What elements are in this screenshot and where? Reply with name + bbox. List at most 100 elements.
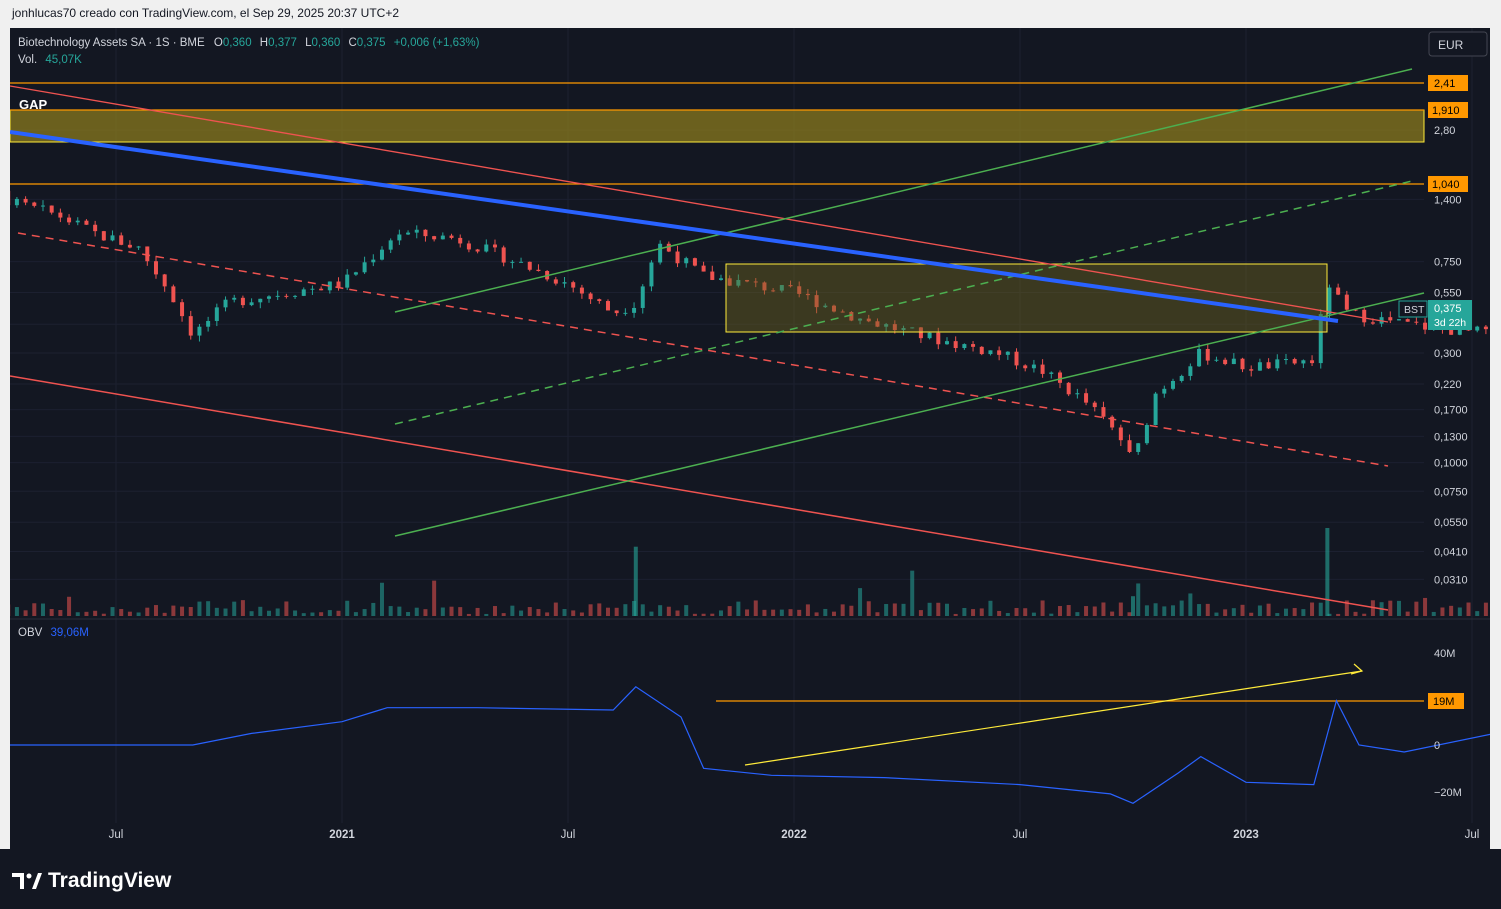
candle-body bbox=[1223, 359, 1228, 365]
volume-bar bbox=[232, 601, 237, 616]
candle-body bbox=[458, 237, 463, 244]
volume-bar bbox=[1423, 597, 1428, 616]
footer: TradingView bbox=[0, 849, 1501, 909]
candle-body bbox=[206, 320, 211, 327]
candle-body bbox=[1162, 388, 1167, 394]
red-trendline-upper[interactable] bbox=[9, 85, 1389, 323]
candle-body bbox=[710, 271, 715, 280]
candle-body bbox=[736, 279, 741, 286]
volume-bar bbox=[710, 613, 715, 616]
currency-button[interactable] bbox=[1428, 31, 1488, 57]
candle-body bbox=[14, 198, 19, 206]
chart-frame[interactable]: GAP Biotechnology Assets SA · 1S · BME O… bbox=[0, 28, 1501, 849]
volume-bar bbox=[197, 601, 202, 616]
price-chart[interactable]: GAP Biotechnology Assets SA · 1S · BME O… bbox=[0, 28, 1501, 849]
volume-bar bbox=[562, 608, 567, 616]
volume-bar bbox=[1040, 600, 1045, 616]
obv-level-tag: 19M bbox=[1433, 696, 1454, 708]
legend-change: +0,006 (+1,63%) bbox=[394, 37, 480, 49]
obv-legend: OBV 39,06M bbox=[18, 627, 89, 639]
candle-body bbox=[718, 278, 723, 280]
tradingview-logo[interactable]: TradingView bbox=[12, 869, 171, 893]
candle-body bbox=[153, 261, 158, 275]
level-tag-1-040-box bbox=[1428, 176, 1468, 192]
volume-bar bbox=[1283, 608, 1288, 616]
candle-body bbox=[145, 246, 150, 262]
obv-axis-label-40m: 40M bbox=[1434, 648, 1455, 660]
volume-bar bbox=[188, 607, 193, 616]
candle-body bbox=[1414, 321, 1419, 323]
candle-body bbox=[675, 251, 680, 264]
candle-body bbox=[284, 295, 289, 297]
legend-symbol: Biotechnology Assets SA · 1S · BME bbox=[18, 37, 205, 49]
green-channel-mid[interactable] bbox=[394, 180, 1413, 425]
volume-bar bbox=[1388, 600, 1393, 616]
red-trendline-lower[interactable] bbox=[9, 375, 1389, 611]
candle-body bbox=[266, 296, 271, 299]
candle-body bbox=[649, 262, 654, 287]
obv-legend-value: 39,06M bbox=[51, 627, 89, 639]
green-channel-upper[interactable] bbox=[394, 68, 1413, 313]
price-axis-label: 0,300 bbox=[1434, 348, 1462, 360]
volume-bar bbox=[379, 582, 384, 616]
volume-bar bbox=[1144, 605, 1149, 616]
volume-bar bbox=[1292, 608, 1297, 616]
resistance-zone[interactable] bbox=[9, 109, 1425, 143]
volume-bar bbox=[805, 604, 810, 616]
volume-bar bbox=[1396, 600, 1401, 616]
volume-bar bbox=[1336, 613, 1341, 616]
volume-bar bbox=[979, 608, 984, 616]
volume-bar bbox=[927, 602, 932, 616]
volume-bar bbox=[275, 608, 280, 616]
volume-bar bbox=[527, 607, 532, 616]
green-channel-lower[interactable] bbox=[394, 292, 1425, 537]
price-axis[interactable]: 2,801,4000,7500,5500,4000,3000,2200,1700… bbox=[1434, 125, 1468, 586]
grid-lines bbox=[10, 28, 1473, 823]
volume-bar bbox=[119, 609, 124, 616]
candle-body bbox=[666, 243, 671, 252]
candle-body bbox=[658, 243, 663, 263]
candle-body bbox=[110, 235, 115, 241]
volume-bar bbox=[162, 612, 167, 616]
candle-body bbox=[1231, 358, 1236, 365]
candle-body bbox=[823, 305, 828, 308]
obv-level-tag-box bbox=[1428, 693, 1464, 709]
volume-bar bbox=[58, 610, 63, 616]
volume-bar bbox=[1353, 611, 1358, 616]
candle-body bbox=[527, 261, 532, 270]
candle-body bbox=[223, 299, 228, 308]
volume-bar bbox=[684, 605, 689, 616]
price-tag-value: 0,375 bbox=[1434, 303, 1462, 315]
candle-body bbox=[1066, 382, 1071, 395]
volume-bar bbox=[1414, 601, 1419, 616]
range-zone[interactable] bbox=[725, 263, 1328, 333]
volume-bar bbox=[171, 605, 176, 616]
red-trendline-dashed[interactable] bbox=[17, 232, 1389, 467]
time-axis[interactable]: Jul2021Jul2022Jul2023Jul2024Jul2025Jul20… bbox=[109, 829, 1490, 841]
tradingview-brand-text: TradingView bbox=[48, 869, 172, 892]
time-axis-label: 2023 bbox=[1233, 829, 1259, 841]
volume-bar bbox=[675, 610, 680, 616]
ticker-tag-box bbox=[1398, 300, 1428, 318]
obv-trendline[interactable] bbox=[744, 670, 1363, 766]
candle-body bbox=[640, 286, 645, 308]
candle-body bbox=[67, 217, 72, 223]
candle-body bbox=[519, 261, 524, 263]
candle-body bbox=[171, 286, 176, 303]
candle-body bbox=[971, 344, 976, 347]
candle-body bbox=[1057, 372, 1062, 383]
candle-body bbox=[310, 288, 315, 290]
volume-bar bbox=[605, 607, 610, 616]
volume-bar bbox=[545, 612, 550, 616]
volume-bar bbox=[944, 603, 949, 616]
candle-body bbox=[93, 224, 98, 232]
candle-body bbox=[1301, 360, 1306, 364]
obv-axis-label-minus20m: −20M bbox=[1434, 787, 1462, 799]
blue-trendline[interactable] bbox=[9, 130, 1339, 323]
candle-body bbox=[414, 229, 419, 233]
ticker-tag: BST bbox=[1404, 304, 1425, 316]
candle-body bbox=[1240, 358, 1245, 370]
candle-body bbox=[388, 240, 393, 250]
volume-bar bbox=[1475, 611, 1480, 616]
volume-bar bbox=[831, 611, 836, 616]
